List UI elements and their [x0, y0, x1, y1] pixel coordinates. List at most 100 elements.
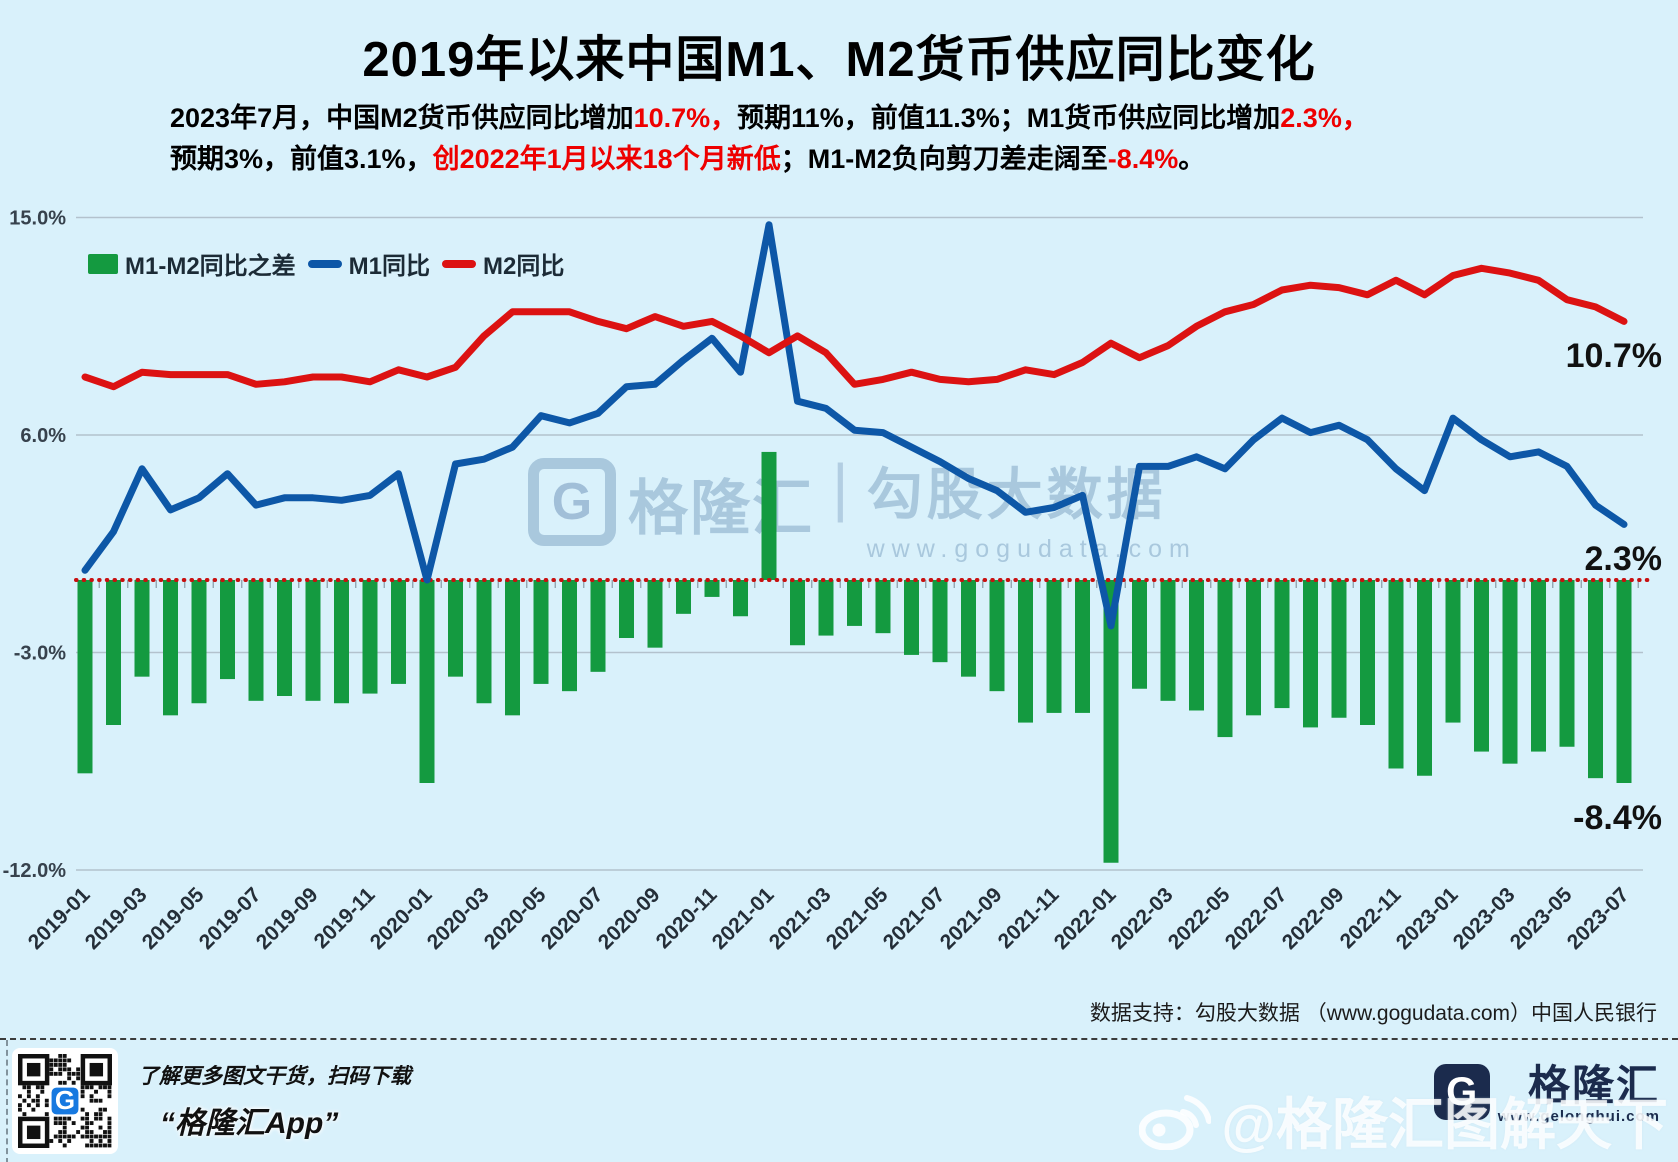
gelonghui-url: www.gelonghui.com: [1497, 1108, 1660, 1125]
watermark-url: www.gogudata.com: [866, 535, 1197, 563]
subtitle-segment: 2.3%，: [1280, 103, 1369, 133]
data-source-line: 数据支持：勾股大数据 （www.gogudata.com）中国人民银行: [1089, 1002, 1657, 1025]
weibo-watermark: @格隆汇图解天下: [1139, 1080, 1668, 1161]
x-axis-tick-label: 2022-09: [1278, 883, 1349, 954]
x-axis-tick-label: 2022-01: [1050, 883, 1121, 954]
y-axis-tick-label: -12.0%: [3, 860, 67, 882]
diff-bar: [1502, 580, 1518, 764]
diff-bar: [419, 580, 435, 783]
diff-bar: [961, 580, 976, 677]
diff-bar: [277, 580, 292, 696]
diff-bar: [875, 580, 891, 634]
x-axis-tick-label: 2022-05: [1164, 883, 1235, 954]
x-axis-tick-label: 2023-07: [1563, 883, 1634, 954]
x-axis-tick-label: 2019-11: [310, 883, 380, 953]
diff-bar: [704, 580, 720, 597]
footer: G 了解更多图文干货，扫码下载 “格隆汇App” G 格隆汇 www.gelon…: [0, 1038, 1678, 1162]
diff-bar: [1559, 580, 1575, 747]
subtitle-segment: 10.7%，: [633, 103, 738, 133]
x-axis-tick-label: 2019-01: [24, 883, 95, 954]
diff-bar: [1331, 580, 1347, 718]
legend-label: M1同比: [348, 253, 431, 280]
diff-bar: [106, 580, 121, 725]
subtitle-segment: 预期11%，前值11.3%；M1货币供应同比增加: [737, 103, 1281, 133]
x-axis-tick-label: 2020-05: [480, 883, 551, 954]
legend-line-swatch: [442, 259, 477, 268]
diff-bar: [391, 580, 406, 684]
diff-bar: [134, 580, 150, 677]
diff-bar: [1474, 580, 1489, 752]
diff-bar: [1018, 580, 1033, 723]
subtitle-segment: 。: [1178, 144, 1206, 174]
diff-bar: [77, 580, 93, 774]
x-axis-tick-label: 2021-03: [765, 883, 836, 954]
qr-code: G: [12, 1048, 118, 1154]
x-axis-tick-label: 2022-07: [1221, 883, 1292, 954]
diff-bar: [1246, 580, 1261, 716]
diff-bar: [1388, 580, 1404, 769]
subtitle-segment: 创2022年1月以来18个月新低: [432, 144, 781, 174]
diff-bar: [676, 580, 691, 614]
m1-line: [81, 221, 1628, 630]
x-axis-tick-label: 2019-07: [195, 883, 266, 954]
weibo-icon: [1139, 1094, 1212, 1150]
diff-bar: [1274, 580, 1290, 709]
gelonghui-logo: G 格隆汇 www.gelonghui.com: [1433, 1064, 1660, 1125]
x-axis-tick-label: 2023-05: [1506, 883, 1577, 954]
qr-caption: 了解更多图文干货，扫码下载: [138, 1065, 411, 1088]
watermark-gelonghui: G 格隆汇 | 勾股大数据 www.gogudata.com: [528, 450, 1197, 564]
legend-item-diff[interactable]: M1-M2同比之差: [88, 246, 296, 281]
diff-bar: [476, 580, 492, 704]
chart-legend: M1-M2同比之差 M1同比 M2同比: [88, 246, 568, 281]
annotation-m2-latest: 10.7%: [1565, 337, 1662, 376]
x-axis-tick-label: 2021-07: [879, 883, 950, 954]
diff-bar: [1046, 580, 1062, 713]
subtitle-segment: 2023年7月，中国M2货币供应同比增加: [170, 103, 634, 133]
diff-bar: [191, 580, 207, 704]
diff-bar: [1103, 580, 1119, 863]
diff-bar: [647, 580, 663, 648]
diff-bar: [989, 580, 1005, 692]
legend-item-m2[interactable]: M2同比: [442, 246, 564, 281]
annotation-diff-latest: -8.4%: [1573, 798, 1662, 837]
legend-label: M1-M2同比之差: [125, 253, 296, 280]
diff-bar: [1303, 580, 1318, 728]
x-axis-tick-label: 2021-05: [822, 883, 893, 954]
x-axis-tick-label: 2020-07: [537, 883, 608, 954]
diff-bar: [761, 451, 777, 580]
page-title: 2019年以来中国M1、M2货币供应同比变化: [362, 33, 1316, 87]
qr-code-pattern: G: [18, 1054, 112, 1148]
diff-bar: [533, 580, 549, 684]
subtitle-line-2: 预期3%，前值3.1%，创2022年1月以来18个月新低；M1-M2负向剪刀差走…: [170, 139, 1510, 180]
x-axis-tick-label: 2019-05: [138, 883, 209, 954]
x-axis-tick-label: 2021-09: [936, 883, 1007, 954]
x-axis-tick-label: 2020-01: [366, 883, 437, 954]
x-axis-tick-label: 2019-09: [252, 883, 323, 954]
diff-bar: [932, 580, 948, 663]
diff-bar: [818, 580, 834, 636]
x-axis-tick-label: 2021-01: [708, 883, 779, 954]
y-axis-tick-label: 6.0%: [20, 425, 66, 447]
diff-bar: [1217, 580, 1233, 738]
subtitle-segment: ；M1-M2负向剪刀差走阔至: [780, 144, 1108, 174]
y-axis-tick-label: 15.0%: [9, 208, 66, 230]
x-axis-tick-label: 2022-11: [1336, 883, 1406, 953]
app-name: “格隆汇App”: [160, 1107, 339, 1140]
x-axis-tick-label: 2019-03: [81, 883, 152, 954]
diff-bar: [448, 580, 463, 677]
diff-bar: [1132, 580, 1147, 689]
m2-line: [81, 264, 1628, 391]
watermark-divider: |: [832, 451, 849, 523]
diff-bar: [248, 580, 264, 701]
legend-item-m1[interactable]: M1同比: [307, 246, 431, 281]
x-axis-tick-label: 2020-11: [652, 883, 722, 953]
combo-chart: 15.0%6.0%-3.0%-12.0%2019-012019-032019-0…: [3, 208, 1650, 954]
diff-bar: [305, 580, 321, 701]
diff-bar: [904, 580, 919, 655]
svg-text:G: G: [55, 1085, 75, 1115]
x-axis-tick-label: 2023-03: [1449, 883, 1520, 954]
diff-bar: [362, 580, 378, 694]
diff-bar: [1075, 580, 1090, 713]
x-axis-tick-label: 2021-11: [994, 883, 1064, 953]
